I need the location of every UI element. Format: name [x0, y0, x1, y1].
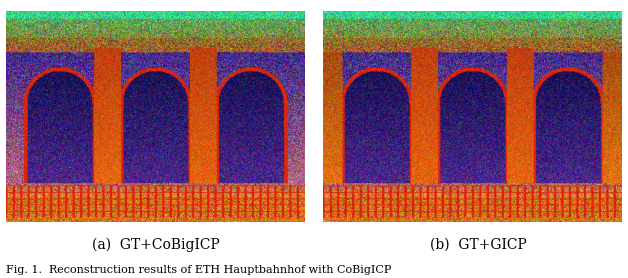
Text: Fig. 1.  Reconstruction results of ETH Hauptbahnhof with CoBigICP: Fig. 1. Reconstruction results of ETH Ha…	[6, 265, 392, 275]
Text: (b)  GT+GICP: (b) GT+GICP	[430, 238, 527, 252]
Text: (a)  GT+CoBigICP: (a) GT+CoBigICP	[92, 237, 220, 252]
